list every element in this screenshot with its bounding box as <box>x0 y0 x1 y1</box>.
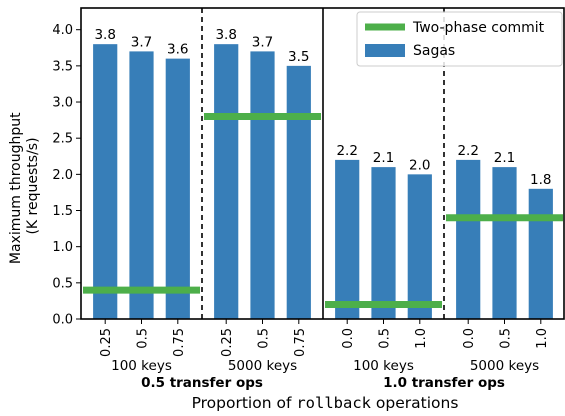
x-tick-label: 0.5 <box>499 328 514 349</box>
bar-value-label: 3.8 <box>215 27 236 43</box>
sagas-bar <box>165 58 190 320</box>
bar-value-label: 1.8 <box>530 172 551 188</box>
y-tick-label: 1.5 <box>52 204 73 219</box>
y-tick-label: 0.5 <box>52 276 73 291</box>
x-axis-title-suffix: operations <box>371 394 458 412</box>
legend-label: Sagas <box>413 43 455 59</box>
x-tick-label: 0.0 <box>462 328 477 349</box>
x-tick-label: 0.25 <box>99 328 114 357</box>
y-tick-label: 1.0 <box>52 240 73 255</box>
group-label: 5000 keys <box>228 358 297 374</box>
y-tick-label: 4.0 <box>52 23 73 38</box>
legend-swatch-sagas <box>365 44 405 57</box>
bar-value-label: 3.6 <box>167 42 188 58</box>
sagas-bar <box>286 65 311 319</box>
x-tick-label: 0.5 <box>378 328 393 349</box>
sagas-bar <box>371 167 396 319</box>
plot-area: 3.8 3.7 3.6 3.8 3.7 3.5 2.2 2.1 2.0 2.2 2.1 1.8 <box>83 8 563 320</box>
axes-frame <box>80 7 565 320</box>
group-label: 100 keys <box>111 358 172 374</box>
sagas-bar <box>456 159 481 319</box>
x-tick-label: 0.5 <box>136 328 151 349</box>
y-tick-label: 2.5 <box>52 132 73 147</box>
x-tick-label: 1.0 <box>414 328 429 349</box>
sagas-bar <box>528 188 553 319</box>
x-tick-label: 0.75 <box>172 328 187 357</box>
x-tick-label: 0.0 <box>341 328 356 349</box>
sagas-bar <box>250 51 275 319</box>
x-axis-title: Proportion of rollback operations <box>192 394 459 412</box>
super-group-label: 1.0 transfer ops <box>383 375 505 391</box>
x-axis-title-code: rollback <box>296 394 371 412</box>
bar-value-label: 2.2 <box>336 143 357 159</box>
bar-value-label: 2.1 <box>494 150 515 166</box>
x-tick-label: 0.25 <box>220 328 235 357</box>
group-label: 100 keys <box>353 358 414 374</box>
sagas-bar <box>129 51 154 319</box>
y-tick-label: 3.0 <box>52 96 73 111</box>
y-tick-label: 2.0 <box>52 168 73 183</box>
bar-value-label: 3.5 <box>288 49 309 65</box>
legend-box <box>356 11 563 67</box>
sagas-bar <box>214 44 239 320</box>
sagas-bar <box>93 44 118 320</box>
x-axis-title-prefix: Proportion of <box>192 394 297 412</box>
legend: Two-phase commit Sagas <box>356 11 563 67</box>
y-axis-title-line1: Maximum throughput <box>8 112 24 264</box>
bar-value-label: 3.8 <box>94 27 115 43</box>
bar-value-label: 2.0 <box>409 157 430 173</box>
y-axis-title: Maximum throughput (K requests/s) <box>8 108 41 264</box>
y-tick-label: 0.0 <box>52 313 73 328</box>
group-label: 5000 keys <box>470 358 539 374</box>
sagas-bar <box>335 159 360 319</box>
y-tick-label: 3.5 <box>52 59 73 74</box>
x-tick-label: 1.0 <box>535 328 550 349</box>
bar-value-label: 3.7 <box>252 34 273 50</box>
sagas-bar <box>407 174 432 319</box>
bar-value-label: 2.1 <box>373 150 394 166</box>
x-tick-label: 0.75 <box>293 328 308 357</box>
bar-value-label: 2.2 <box>457 143 478 159</box>
x-tick-label: 0.5 <box>257 328 272 349</box>
legend-label: Two-phase commit <box>412 20 545 36</box>
y-axis-title-line2: (K requests/s) <box>25 137 41 234</box>
super-group-label: 0.5 transfer ops <box>141 375 263 391</box>
sagas-bar <box>492 167 517 319</box>
bar-value-label: 3.7 <box>131 34 152 50</box>
